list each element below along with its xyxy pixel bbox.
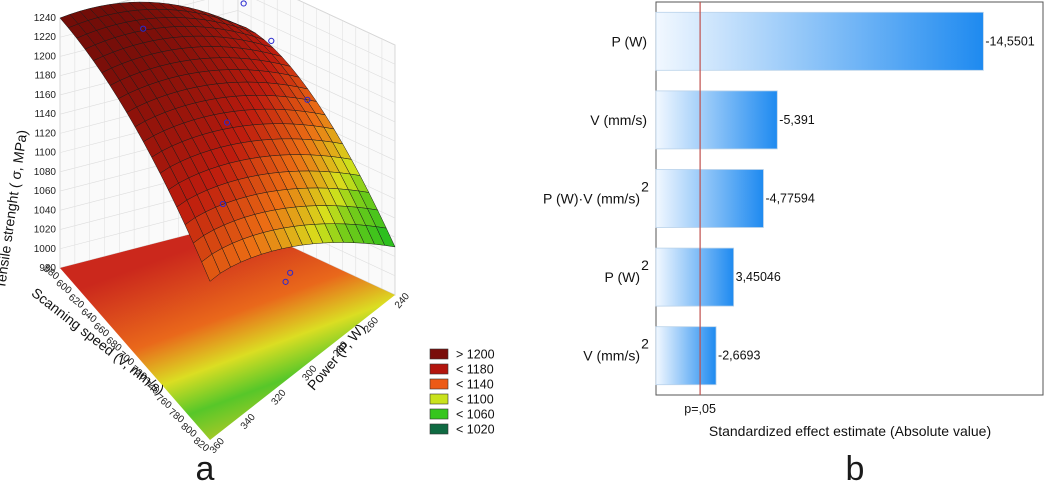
legend: > 1200< 1180< 1140< 1100< 1060< 1020: [429, 348, 495, 437]
legend-label: < 1140: [456, 378, 494, 392]
bar-value-label: -14,5501: [985, 34, 1034, 48]
bar: [655, 90, 778, 150]
z-tick-label: 1040: [34, 205, 57, 216]
z-tick-label: 1140: [34, 109, 56, 120]
response-surface: [59, 1, 396, 282]
z-tick-label: 1060: [34, 186, 57, 197]
bar-value-label: -4,77594: [765, 192, 814, 206]
legend-swatch: [429, 408, 449, 420]
observed-point: [140, 25, 147, 32]
surface-cell: [201, 253, 221, 282]
floor-contour: [60, 222, 395, 440]
z-tick-label: 1120: [34, 128, 56, 139]
category-label: P (W): [611, 33, 647, 49]
category-label: P (W)·V (mm/s): [543, 191, 640, 207]
category-label: V (mm/s): [590, 112, 647, 128]
legend-label: < 1100: [456, 393, 494, 407]
bar: [655, 11, 984, 71]
z-tick-label: 1240: [34, 13, 57, 24]
panel-letter-a: a: [196, 450, 215, 487]
bar: [655, 247, 735, 307]
category-superscript: 2: [641, 257, 649, 273]
category-superscript: 2: [641, 179, 649, 195]
z-tick-label: 1200: [34, 51, 57, 62]
observed-point: [219, 200, 226, 208]
category-superscript: 2: [641, 336, 649, 352]
bar-value-label: -2,6693: [718, 349, 760, 363]
observed-point: [240, 0, 247, 7]
legend-label: < 1020: [456, 423, 495, 437]
z-tick-label: 1080: [34, 167, 57, 178]
observed-point: [268, 37, 275, 44]
bar-value-label: -5,391: [779, 113, 814, 127]
bar: [655, 169, 764, 228]
bars: -14,5501 P (W) -5,391 V (mm/s) -4,77594 P (W)…: [543, 11, 1035, 386]
z-tick-label: 980: [39, 263, 56, 274]
z-tick-label: 1180: [34, 71, 56, 82]
observed-points: [140, 0, 311, 285]
legend-swatch: [429, 393, 449, 405]
observed-point: [287, 269, 294, 276]
observed-point: [304, 96, 311, 103]
x-axis-label: Standardized effect estimate (Absolute v…: [709, 423, 991, 439]
observed-point: [282, 278, 289, 285]
panel-letter-b: b: [846, 450, 865, 487]
legend-swatch: [429, 363, 449, 375]
legend-label: < 1180: [456, 363, 494, 377]
z-tick-label: 1100: [34, 148, 56, 159]
bar-value-label: 3,45046: [736, 270, 781, 284]
power-tick-label: 240: [393, 291, 412, 311]
z-tick-label: 1020: [34, 225, 57, 236]
z-tick-label: 1160: [34, 90, 56, 101]
pareto-chart-panel: -14,5501 P (W) -5,391 V (mm/s) -4,77594 P (W)…: [543, 1, 1044, 487]
significance-label: p=,05: [684, 402, 716, 416]
observed-point: [224, 119, 231, 126]
surface-plot-panel: 980 1000 1020 1040 1060 1080 1100 1120 1140 1160 1…: [0, 0, 495, 487]
legend-label: < 1060: [456, 408, 495, 422]
bar: [655, 326, 717, 386]
legend-swatch: [429, 423, 449, 435]
z-tick-label: 1000: [34, 244, 57, 255]
z-tick-label: 1220: [34, 32, 57, 43]
legend-swatch: [429, 378, 449, 390]
legend-label: > 1200: [456, 348, 495, 362]
z-axis-label: Tensile strenght ( σ, MPa): [0, 129, 30, 290]
category-label: P (W): [604, 269, 640, 285]
category-label: V (mm/s): [583, 348, 640, 364]
legend-swatch: [429, 348, 449, 360]
